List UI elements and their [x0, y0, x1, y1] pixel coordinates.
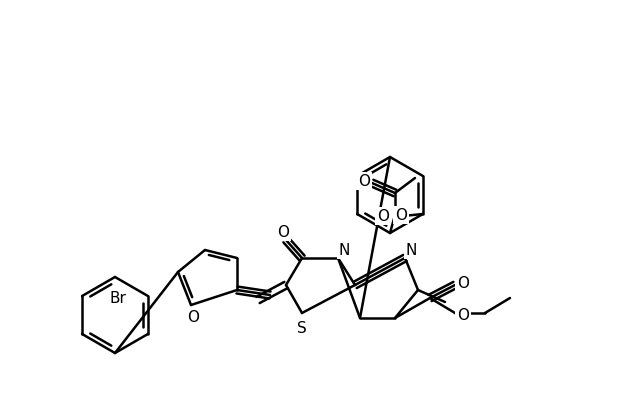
Text: N: N	[405, 242, 417, 258]
Text: O: O	[187, 309, 199, 325]
Text: O: O	[395, 208, 407, 222]
Text: O: O	[277, 224, 289, 240]
Text: O: O	[457, 275, 469, 291]
Text: N: N	[339, 242, 349, 258]
Text: Br: Br	[109, 291, 126, 305]
Text: O: O	[358, 173, 370, 189]
Text: S: S	[297, 321, 307, 335]
Text: O: O	[377, 208, 389, 224]
Text: O: O	[457, 307, 469, 323]
